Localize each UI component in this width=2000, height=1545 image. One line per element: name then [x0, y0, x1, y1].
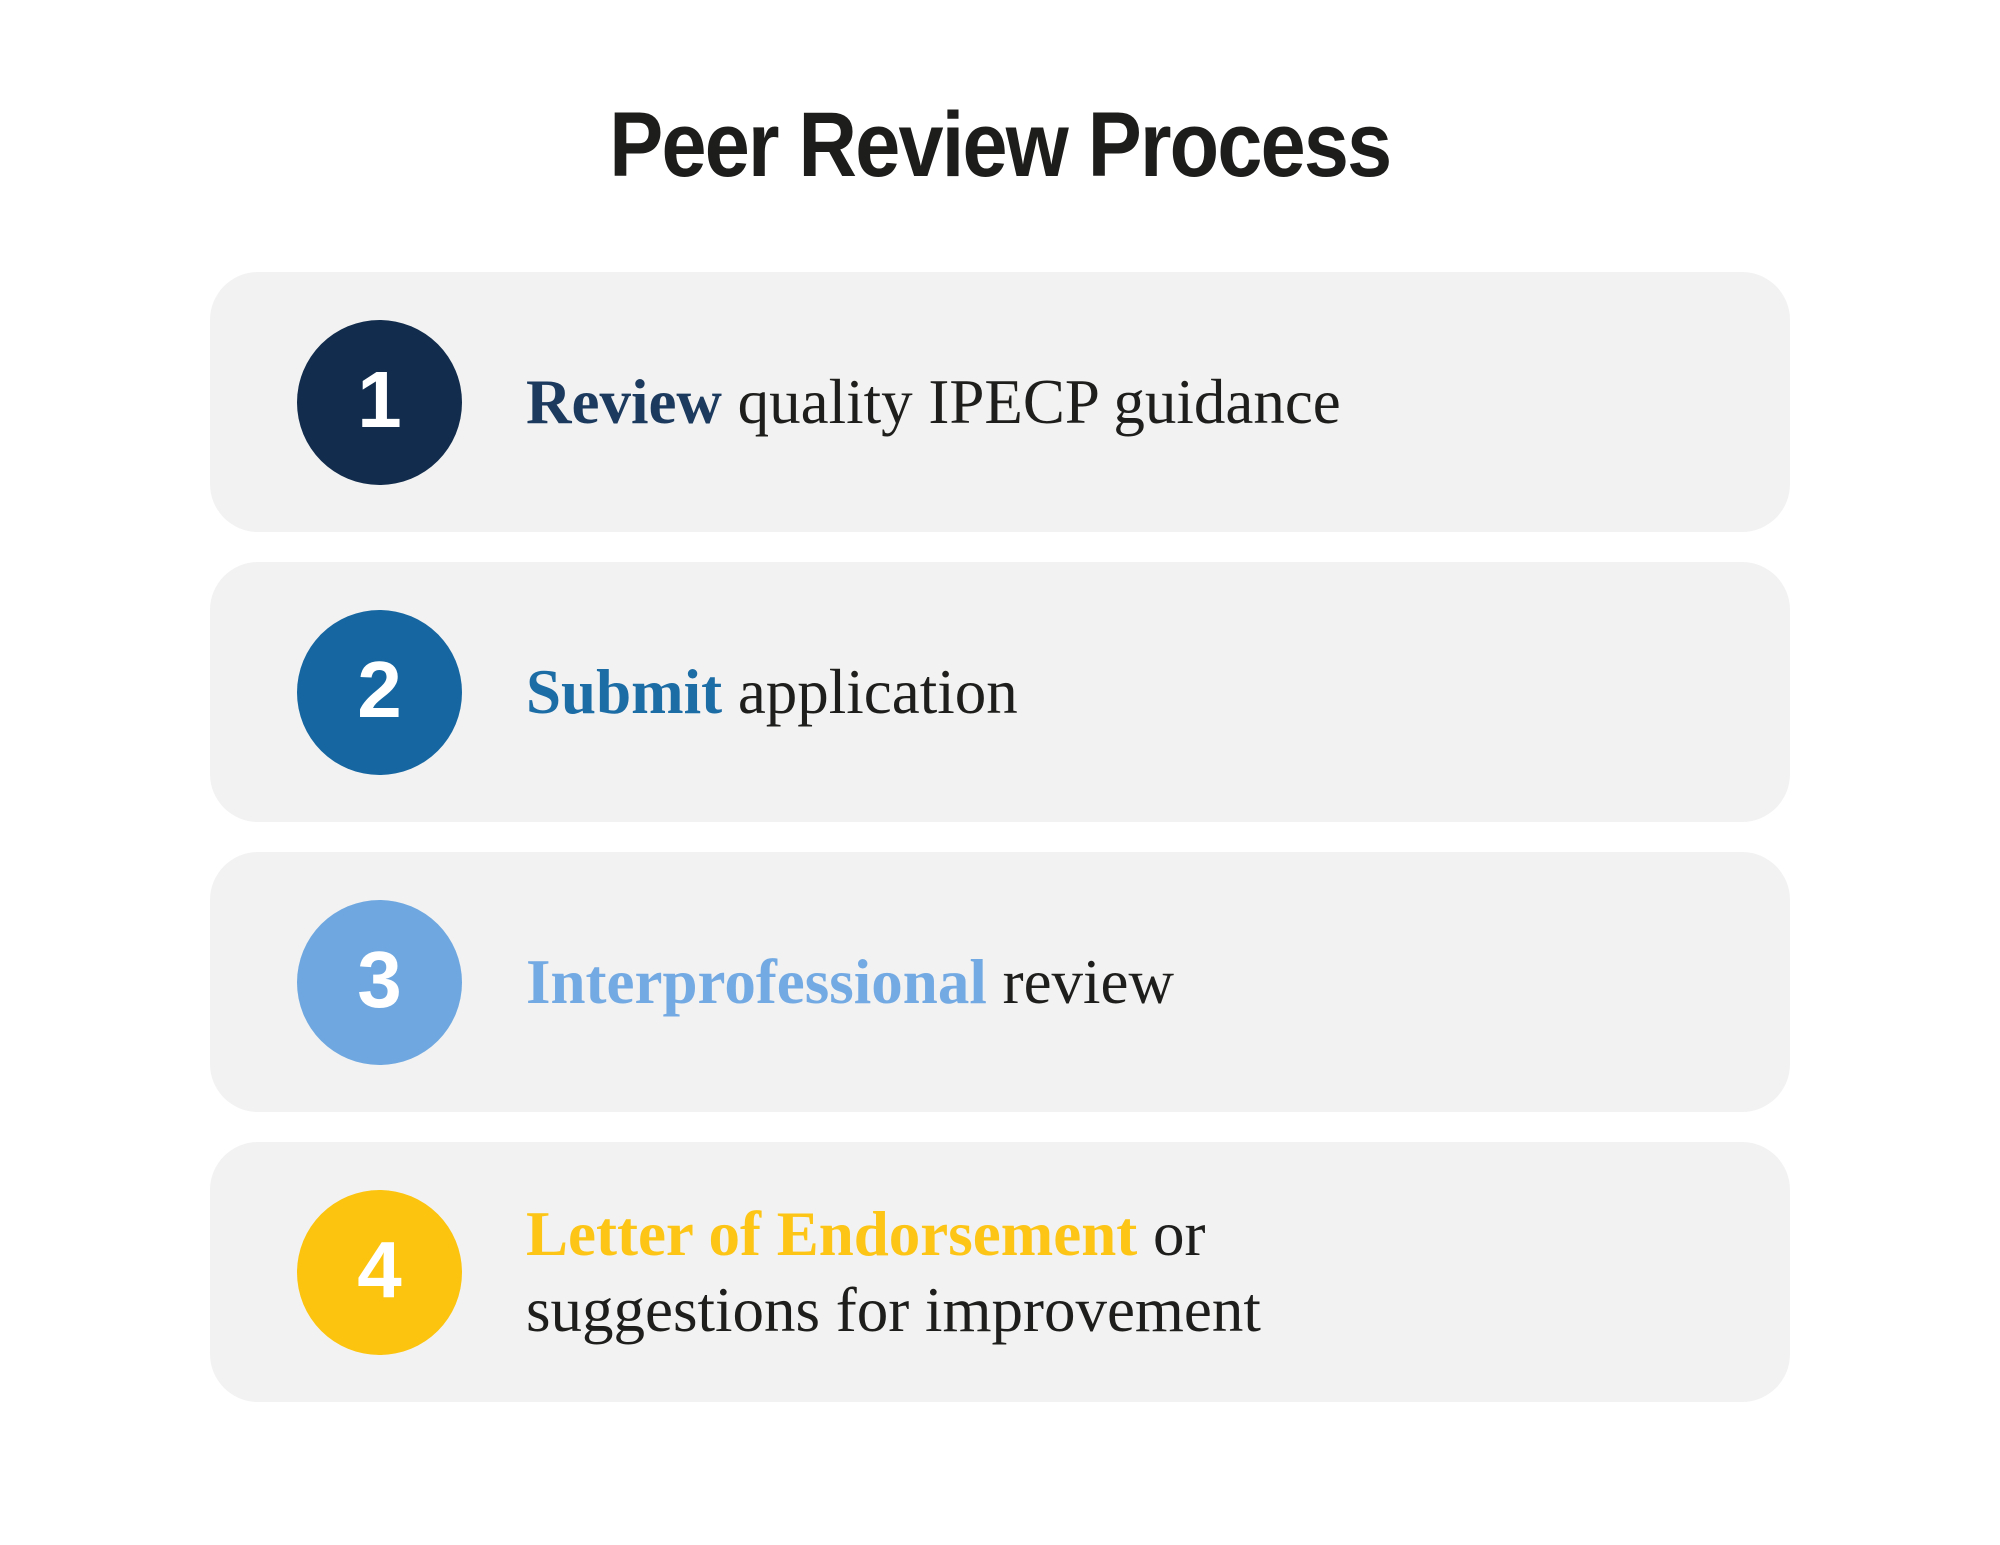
step-2-keyword: Submit	[526, 657, 723, 728]
step-1-keyword: Review	[526, 367, 722, 438]
header: Peer Review Process	[0, 94, 2000, 196]
step-1-number: 1	[357, 355, 402, 445]
step-2-rest: application	[722, 657, 1018, 728]
step-1-number-badge: 1	[297, 319, 462, 485]
step-2-text: Submit application	[526, 654, 1018, 730]
step-card-1: 1 Review quality IPECP guidance	[210, 272, 1790, 533]
step-4-number: 4	[357, 1225, 402, 1315]
step-2-number: 2	[357, 645, 402, 735]
step-3-number: 3	[357, 935, 402, 1025]
step-card-2: 2 Submit application	[210, 562, 1790, 823]
step-card-4: 4 Letter of Endorsement or suggestions f…	[210, 1142, 1790, 1403]
process-steps-list: 1 Review quality IPECP guidance 2 Submit…	[210, 272, 1790, 1403]
page-title: Peer Review Process	[609, 94, 1392, 196]
step-3-text: Interprofessional review	[526, 944, 1174, 1020]
step-2-number-badge: 2	[297, 609, 462, 775]
step-3-rest: review	[986, 947, 1174, 1018]
step-1-rest: quality IPECP guidance	[721, 367, 1341, 438]
step-card-3: 3 Interprofessional review	[210, 852, 1790, 1113]
step-4-keyword: Letter of Endorsement	[526, 1198, 1138, 1269]
step-4-text: Letter of Endorsement or suggestions for…	[526, 1196, 1446, 1348]
step-4-rest: or suggestions for improvement	[526, 1198, 1261, 1346]
step-3-keyword: Interprofessional	[526, 947, 987, 1018]
step-1-text: Review quality IPECP guidance	[526, 364, 1341, 440]
step-3-number-badge: 3	[297, 899, 462, 1065]
step-4-number-badge: 4	[297, 1189, 462, 1355]
